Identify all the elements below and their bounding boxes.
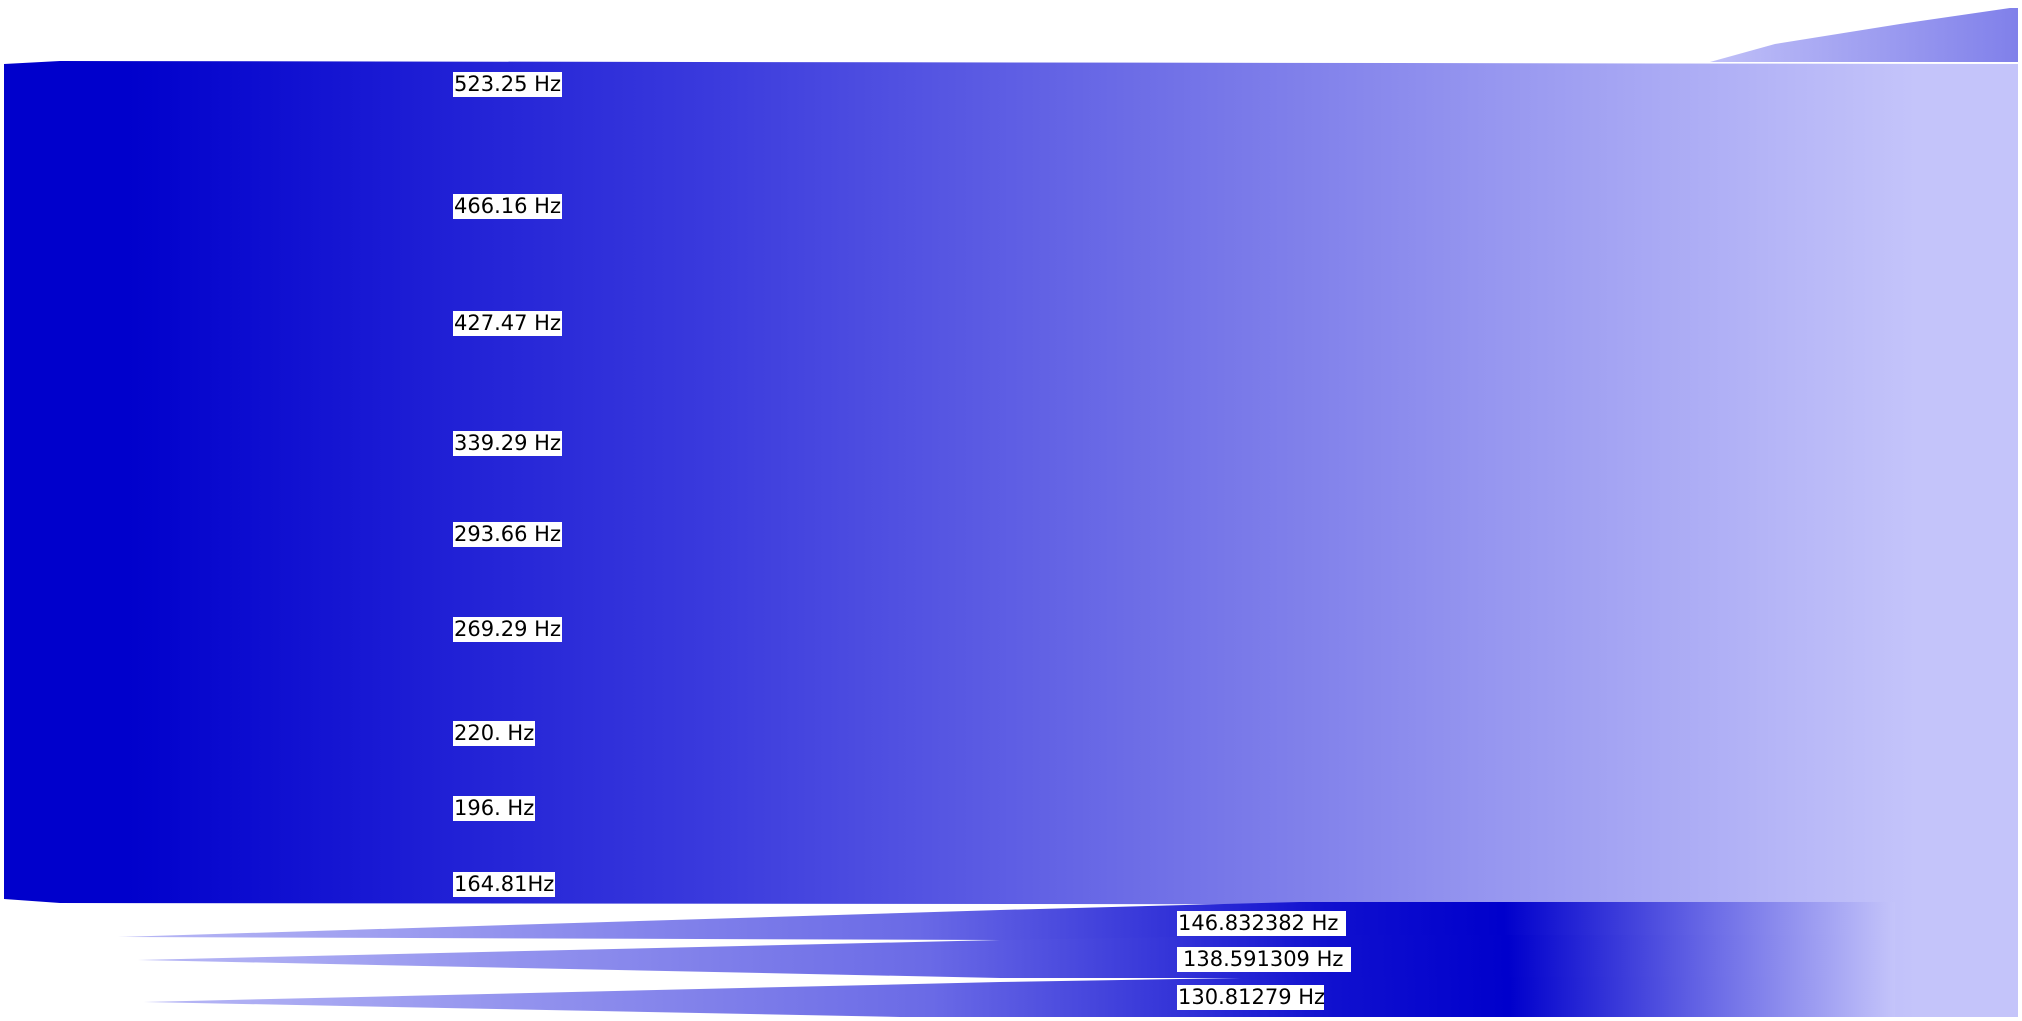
wedge-3	[144, 977, 1895, 1017]
freq-label-146: 146.832382 Hz	[1177, 911, 1346, 936]
freq-label-293: 293.66 Hz	[453, 522, 562, 547]
freq-label-466: 466.16 Hz	[453, 194, 562, 219]
freq-label-138: 138.591309 Hz	[1177, 947, 1351, 972]
freq-label-269: 269.29 Hz	[453, 617, 562, 642]
freq-label-130: 130.81279 Hz	[1177, 985, 1326, 1010]
freq-label-339: 339.29 Hz	[453, 431, 562, 456]
freq-label-196: 196. Hz	[453, 796, 536, 821]
wedge-1	[118, 902, 1895, 945]
top-sliver	[1710, 8, 2018, 62]
freq-label-164: 164.81Hz	[453, 872, 556, 897]
freq-label-427: 427.47 Hz	[453, 311, 562, 336]
freq-label-523: 523.25 Hz	[453, 72, 562, 97]
wedge-2	[138, 935, 1895, 978]
freq-label-220: 220. Hz	[453, 721, 536, 746]
main-band	[4, 61, 2018, 1017]
